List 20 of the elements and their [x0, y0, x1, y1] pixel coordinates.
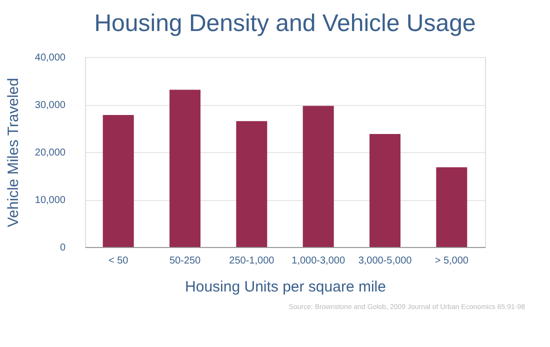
bar [370, 134, 400, 247]
x-tick-label: < 50 [108, 256, 129, 266]
x-tick-label: 3,000-5,000 [358, 256, 412, 266]
y-tick-label: 30,000 [34, 100, 66, 111]
bar [236, 121, 268, 247]
x-axis-title: Housing Units per square mile [185, 278, 386, 296]
bar [302, 106, 334, 247]
y-tick-label: 10,000 [34, 195, 66, 206]
chart-title: Housing Density and Vehicle Usage [94, 10, 476, 37]
bar [102, 114, 134, 247]
x-tick-label: 1,000-3,000 [292, 256, 346, 266]
x-tick-label: 250-1,000 [229, 256, 275, 266]
y-axis-title: Vehicle Miles Traveled [4, 78, 22, 228]
bar [170, 90, 200, 247]
y-tick-label: 20,000 [34, 148, 66, 158]
bar [436, 167, 468, 247]
y-tick-label: 0 [60, 242, 66, 254]
x-tick-label: > 5,000 [434, 256, 469, 266]
y-tick-label: 40,000 [34, 52, 66, 64]
x-tick-label: 50-250 [169, 256, 202, 266]
